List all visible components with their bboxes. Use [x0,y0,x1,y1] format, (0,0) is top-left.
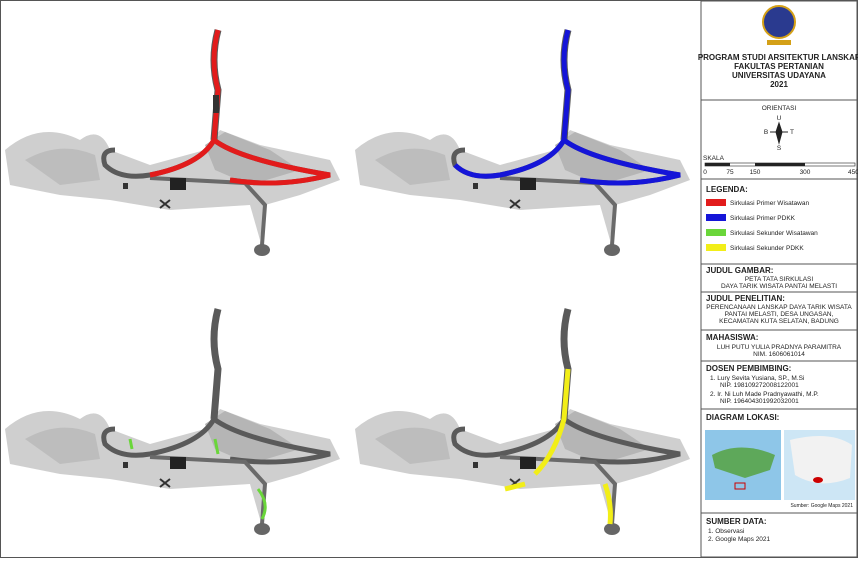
section-title: SKALA [703,155,725,162]
map-source: Sumber: Google Maps 2021 [790,503,853,509]
section-text: 1. Lury Sevita Yusiana, SP., M.Si [710,375,804,382]
header-line: FAKULTAS PERTANIAN [734,62,824,71]
scale-label: 300 [800,169,811,176]
section-text: PETA TATA SIRKULASI [745,276,814,283]
section-text: LUH PUTU YULIA PRADNYA PARAMITRA [717,344,842,351]
compass-label: U [777,115,782,122]
section-title: LEGENDA: [706,185,748,194]
compass-label: S [777,145,782,152]
header-line: PROGRAM STUDI ARSITEKTUR LANSKAP [698,53,858,62]
legend-label: Sirkulasi Primer Wisatawan [730,200,809,207]
section-text: NIM. 1606061014 [753,351,805,358]
section-text: KECAMATAN KUTA SELATAN, BADUNG [719,318,839,325]
section-text: NIP. 196404301992032001 [720,398,799,405]
header-line: 2021 [770,80,788,89]
section-title: JUDUL PENELITIAN: [706,294,785,303]
scale-label: 150 [750,169,761,176]
map-panel [355,30,690,256]
legend-label: Sirkulasi Sekunder Wisatawan [730,230,818,237]
section-title: SUMBER DATA: [706,517,767,526]
map-panel [355,309,690,535]
legend-label: Sirkulasi Sekunder PDKK [730,245,804,252]
scale-label: 450 [848,169,858,176]
section-text: 2. Google Maps 2021 [708,536,771,543]
section-text: NIP. 198109272008122001 [720,382,799,389]
scale-label: 0 [703,169,707,176]
section-text: 1. Observasi [708,528,745,535]
title-block: PROGRAM STUDI ARSITEKTUR LANSKAP FAKULTA… [698,0,858,558]
section-text: 2. Ir. Ni Luh Made Pradnyawathi, M.P. [710,391,819,398]
header-line: UNIVERSITAS UDAYANA [732,71,826,80]
section-title: JUDUL GAMBAR: [706,266,773,275]
section-text: PERENCANAAN LANSKAP DAYA TARIK WISATA [706,304,852,311]
legend-label: Sirkulasi Primer PDKK [730,215,796,222]
section-title: MAHASISWA: [706,333,758,342]
section-title: DOSEN PEMBIMBING: [706,364,791,373]
scale-label: 75 [726,169,734,176]
map-panel [5,30,340,256]
compass-label: T [790,129,794,136]
map-panel [5,309,340,535]
section-title: DIAGRAM LOKASI: [706,413,779,422]
section-text: DAYA TARIK WISATA PANTAI MELASTI [721,283,837,290]
section-text: PANTAI MELASTI, DESA UNGASAN, [725,311,834,318]
section-title: ORIENTASI [762,105,797,112]
compass-label: B [764,129,768,136]
